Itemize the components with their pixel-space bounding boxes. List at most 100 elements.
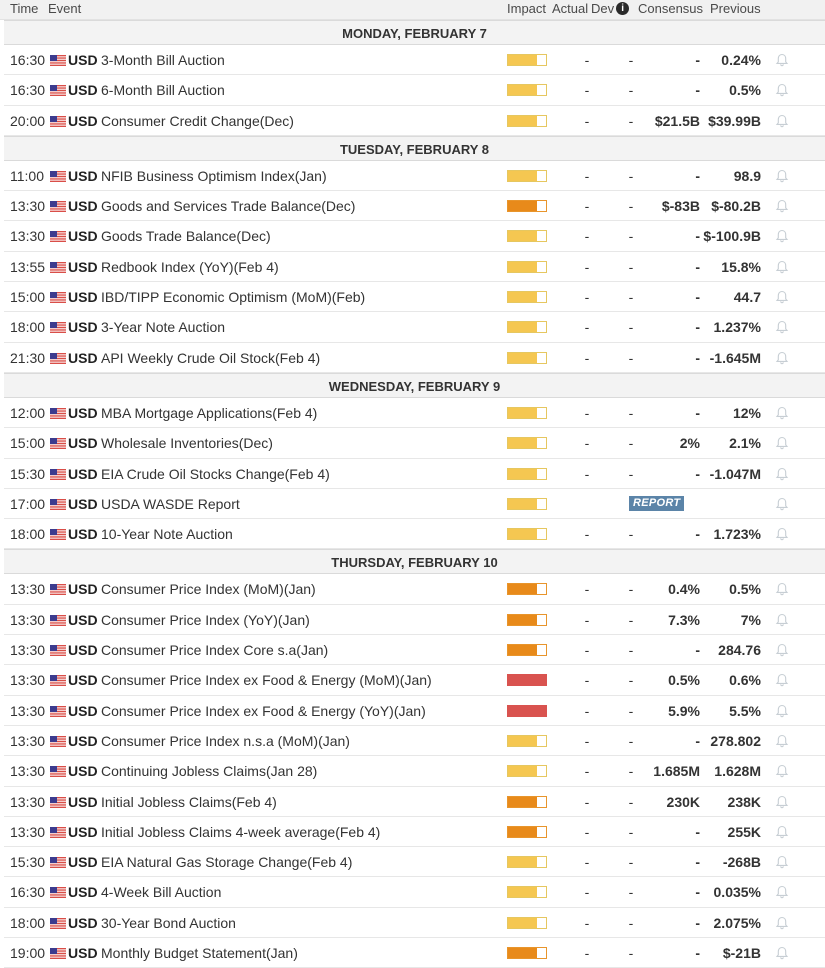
event-actual: - xyxy=(584,642,590,659)
event-consensus: - xyxy=(695,642,700,659)
bell-icon[interactable] xyxy=(775,582,789,596)
event-row[interactable]: 18:00 USD 10-Year Note Auction - - -1.723% xyxy=(4,519,825,550)
bell-icon[interactable] xyxy=(775,825,789,839)
event-row[interactable]: 15:30 USD EIA Crude Oil Stocks Change(Feb … xyxy=(4,459,825,489)
event-name[interactable]: 3-Year Note Auction xyxy=(101,319,226,336)
event-row[interactable]: 13:30 USD Consumer Price Index (YoY)(Jan) -… xyxy=(4,605,825,636)
us-flag-icon xyxy=(50,857,66,869)
bell-icon[interactable] xyxy=(775,169,789,183)
header-time[interactable]: Time xyxy=(10,1,39,16)
event-row[interactable]: 21:30 USD API Weekly Crude Oil Stock(Feb 4… xyxy=(4,343,825,373)
event-row[interactable]: 13:30 USD Consumer Price Index ex Food & E… xyxy=(4,696,825,726)
event-name[interactable]: Consumer Price Index ex Food & Energy (Y… xyxy=(101,702,426,719)
event-row[interactable]: 13:30 USD Goods and Services Trade Balance… xyxy=(4,191,825,222)
event-name[interactable]: Initial Jobless Claims 4-week average(Fe… xyxy=(101,823,381,840)
event-row[interactable]: 18:00 USD 3-Year Note Auction - - -1.237% xyxy=(4,312,825,343)
event-deviation: - xyxy=(628,945,634,962)
report-badge[interactable]: REPORT xyxy=(629,495,685,511)
event-name[interactable]: EIA Natural Gas Storage Change(Feb 4) xyxy=(101,854,353,871)
bell-icon[interactable] xyxy=(775,290,789,304)
bell-icon[interactable] xyxy=(775,916,789,930)
event-row[interactable]: 13:30 USD Initial Jobless Claims(Feb 4) - - 2… xyxy=(4,787,825,817)
event-row[interactable]: 13:30 USD Consumer Price Index ex Food & E… xyxy=(4,665,825,696)
bell-icon[interactable] xyxy=(775,764,789,778)
event-name[interactable]: Consumer Price Index (MoM)(Jan) xyxy=(101,581,316,598)
event-name[interactable]: NFIB Business Optimism Index(Jan) xyxy=(101,167,327,184)
header-actual[interactable]: Actual xyxy=(552,1,589,16)
event-row[interactable]: 12:00 USD MBA Mortgage Applications(Feb 4)… xyxy=(4,398,825,429)
event-name[interactable]: Consumer Credit Change(Dec) xyxy=(101,112,294,129)
event-name[interactable]: EIA Crude Oil Stocks Change(Feb 4) xyxy=(101,465,330,482)
bell-icon[interactable] xyxy=(775,436,789,450)
bell-icon[interactable] xyxy=(775,734,789,748)
event-name[interactable]: Monthly Budget Statement(Jan) xyxy=(101,945,298,962)
header-consensus[interactable]: Consensus xyxy=(638,1,704,16)
event-row[interactable]: 13:30 USD Continuing Jobless Claims(Jan 28… xyxy=(4,756,825,787)
event-row[interactable]: 16:30 USD 3-Month Bill Auction - - - 0.24% xyxy=(4,45,825,76)
event-name[interactable]: Redbook Index (YoY)(Feb 4) xyxy=(101,258,279,275)
event-name[interactable]: Consumer Price Index ex Food & Energy (M… xyxy=(101,672,432,689)
header-dev-label[interactable]: Dev xyxy=(591,1,615,16)
event-actual: - xyxy=(584,319,590,336)
bell-icon[interactable] xyxy=(775,83,789,97)
bell-icon[interactable] xyxy=(775,946,789,960)
bell-icon[interactable] xyxy=(775,885,789,899)
event-name[interactable]: Consumer Price Index (YoY)(Jan) xyxy=(101,611,310,628)
event-row[interactable]: 15:00 USD Wholesale Inventories(Dec) - - 2% 2.… xyxy=(4,428,825,459)
event-row[interactable]: 15:00 USD IBD/TIPP Economic Optimism (MoM)… xyxy=(4,282,825,313)
event-row[interactable]: 13:30 USD Initial Jobless Claims 4-week av… xyxy=(4,817,825,848)
event-name[interactable]: Continuing Jobless Claims(Jan 28) xyxy=(101,763,318,780)
header-event[interactable]: Event xyxy=(48,1,82,16)
bell-icon[interactable] xyxy=(775,467,789,481)
event-name[interactable]: Wholesale Inventories(Dec) xyxy=(101,435,273,452)
event-consensus: - xyxy=(695,823,700,840)
event-row[interactable]: 18:00 USD 30-Year Bond Auction - - -2.075% xyxy=(4,908,825,939)
header-impact[interactable]: Impact xyxy=(507,1,547,16)
event-row[interactable]: 20:00 USD Consumer Credit Change(Dec) - - $21… xyxy=(4,106,825,136)
event-currency: USD xyxy=(68,581,98,598)
event-name[interactable]: USDA WASDE Report xyxy=(101,495,240,512)
event-row[interactable]: 16:30 USD 6-Month Bill Auction - - - 0.5% xyxy=(4,75,825,106)
bell-icon[interactable] xyxy=(775,260,789,274)
event-name[interactable]: IBD/TIPP Economic Optimism (MoM)(Feb) xyxy=(101,289,366,306)
event-name[interactable]: MBA Mortgage Applications(Feb 4) xyxy=(101,404,318,421)
bell-icon[interactable] xyxy=(775,855,789,869)
bell-icon[interactable] xyxy=(775,229,789,243)
bell-icon[interactable] xyxy=(775,53,789,67)
event-name[interactable]: Goods Trade Balance(Dec) xyxy=(101,228,271,245)
event-name[interactable]: 30-Year Bond Auction xyxy=(101,914,236,931)
bell-icon[interactable] xyxy=(775,406,789,420)
bell-icon[interactable] xyxy=(775,199,789,213)
event-name[interactable]: Initial Jobless Claims(Feb 4) xyxy=(101,793,277,810)
info-icon[interactable]: i xyxy=(616,2,630,16)
bell-icon[interactable] xyxy=(775,320,789,334)
bell-icon[interactable] xyxy=(775,351,789,365)
bell-icon[interactable] xyxy=(775,795,789,809)
bell-icon[interactable] xyxy=(775,673,789,687)
event-row[interactable]: 17:00 USD USDA WASDE Report REPORT xyxy=(4,489,825,520)
header-previous[interactable]: Previous xyxy=(710,1,761,16)
bell-icon[interactable] xyxy=(775,704,789,718)
event-row[interactable]: 13:30 USD Consumer Price Index (MoM)(Jan) -… xyxy=(4,574,825,605)
event-row[interactable]: 13:55 USD Redbook Index (YoY)(Feb 4) - - - 15.… xyxy=(4,252,825,283)
bell-icon[interactable] xyxy=(775,497,789,511)
event-name[interactable]: 4-Week Bill Auction xyxy=(101,884,222,901)
event-name[interactable]: Goods and Services Trade Balance(Dec) xyxy=(101,198,356,215)
event-row[interactable]: 11:00 USD NFIB Business Optimism Index(Jan… xyxy=(4,161,825,192)
event-row[interactable]: 15:30 USD EIA Natural Gas Storage Change(F… xyxy=(4,847,825,878)
event-name[interactable]: Consumer Price Index n.s.a (MoM)(Jan) xyxy=(101,732,350,749)
bell-icon[interactable] xyxy=(775,527,789,541)
bell-icon[interactable] xyxy=(775,643,789,657)
event-row[interactable]: 16:30 USD 4-Week Bill Auction - - -0.035% xyxy=(4,877,825,908)
event-name[interactable]: Consumer Price Index Core s.a(Jan) xyxy=(101,642,329,659)
event-row[interactable]: 13:30 USD Consumer Price Index Core s.a(Ja… xyxy=(4,635,825,666)
event-row[interactable]: 13:30 USD Goods Trade Balance(Dec) - - - $-100… xyxy=(4,221,825,252)
bell-icon[interactable] xyxy=(775,114,789,128)
event-row[interactable]: 13:30 USD Consumer Price Index n.s.a (MoM)… xyxy=(4,726,825,757)
event-name[interactable]: 10-Year Note Auction xyxy=(101,526,233,543)
bell-icon[interactable] xyxy=(775,613,789,627)
event-name[interactable]: 6-Month Bill Auction xyxy=(101,82,225,99)
event-name[interactable]: API Weekly Crude Oil Stock(Feb 4) xyxy=(101,349,321,366)
event-row[interactable]: 19:00 USD Monthly Budget Statement(Jan) - - -… xyxy=(4,938,825,968)
event-name[interactable]: 3-Month Bill Auction xyxy=(101,52,225,68)
